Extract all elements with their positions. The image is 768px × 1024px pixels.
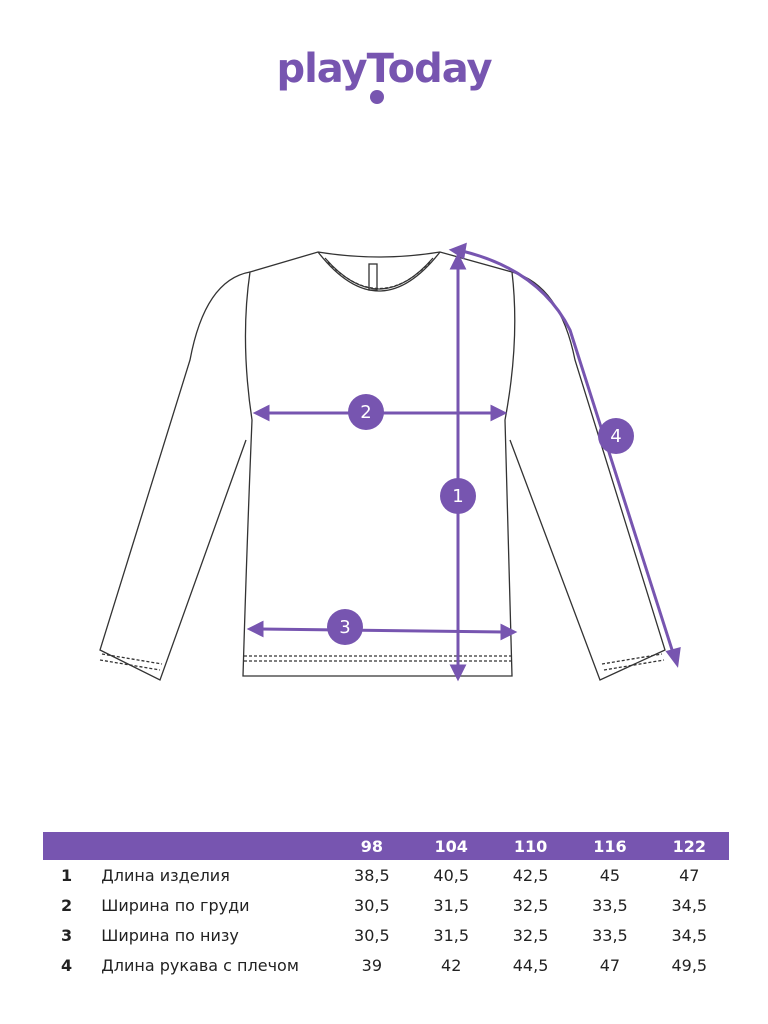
table-cell: 34,5 <box>671 895 708 915</box>
row-number: 1 <box>61 865 73 885</box>
table-cell: 31,5 <box>433 895 470 915</box>
table-cell: 49,5 <box>671 955 708 975</box>
table-cell: 47 <box>599 955 621 975</box>
table-cell: 30,5 <box>354 895 390 915</box>
svg-text:1: 1 <box>452 486 463 507</box>
size-header: 116 <box>593 836 627 856</box>
marker-2: 2 <box>348 394 384 430</box>
svg-text:3: 3 <box>339 617 350 638</box>
table-cell: 40,5 <box>433 865 470 885</box>
svg-text:2: 2 <box>360 402 371 423</box>
table-row: 1 Длина изделия 38,5 40,5 42,5 45 47 <box>43 860 729 890</box>
table-cell: 31,5 <box>433 925 470 945</box>
table-cell: 38,5 <box>354 865 390 885</box>
table-cell: 42 <box>441 955 462 975</box>
table-cell: 33,5 <box>592 925 628 945</box>
longsleeve-outline <box>99 251 666 681</box>
row-label: Длина изделия <box>101 865 230 885</box>
table-row: 4 Длина рукава с плечом 39 42 44,5 47 49,5 <box>43 950 729 980</box>
table-row: 3 Ширина по низу 30,5 31,5 32,5 33,5 34,5 <box>43 920 729 950</box>
marker-3: 3 <box>327 609 363 645</box>
size-table: 98 104 110 116 122 1 Длина изделия 38,5 40… <box>43 832 729 980</box>
size-header-row: 98 104 110 116 122 <box>43 832 729 860</box>
svg-text:4: 4 <box>610 426 621 447</box>
garment-diagram: 1 2 3 4 <box>99 242 681 682</box>
table-cell: 32,5 <box>512 925 549 945</box>
row-number: 2 <box>61 895 73 915</box>
size-header: 122 <box>672 836 706 856</box>
table-cell: 44,5 <box>512 955 549 975</box>
row-number: 3 <box>61 925 73 945</box>
table-cell: 45 <box>599 865 621 885</box>
measure-line-1 <box>449 252 467 682</box>
row-label: Ширина по груди <box>101 895 250 915</box>
svg-text:playToday: playToday <box>276 46 492 92</box>
table-cell: 32,5 <box>512 895 549 915</box>
table-row: 2 Ширина по груди 30,5 31,5 32,5 33,5 34,5 <box>43 890 729 920</box>
row-number: 4 <box>61 955 73 975</box>
table-cell: 47 <box>679 865 700 885</box>
table-cell: 42,5 <box>512 865 549 885</box>
size-header: 98 <box>360 836 383 856</box>
row-label: Длина рукава с плечом <box>101 955 299 975</box>
row-label: Ширина по низу <box>101 925 239 945</box>
table-cell: 33,5 <box>592 895 628 915</box>
size-header: 110 <box>513 836 548 856</box>
marker-4: 4 <box>598 418 634 454</box>
measure-line-4 <box>448 242 681 668</box>
table-cell: 39 <box>361 955 383 975</box>
size-header: 104 <box>434 836 468 856</box>
measure-line-3 <box>246 620 518 641</box>
brand-logo: playToday <box>0 40 768 110</box>
table-cell: 30,5 <box>354 925 390 945</box>
marker-1: 1 <box>440 478 476 514</box>
table-cell: 34,5 <box>671 925 708 945</box>
